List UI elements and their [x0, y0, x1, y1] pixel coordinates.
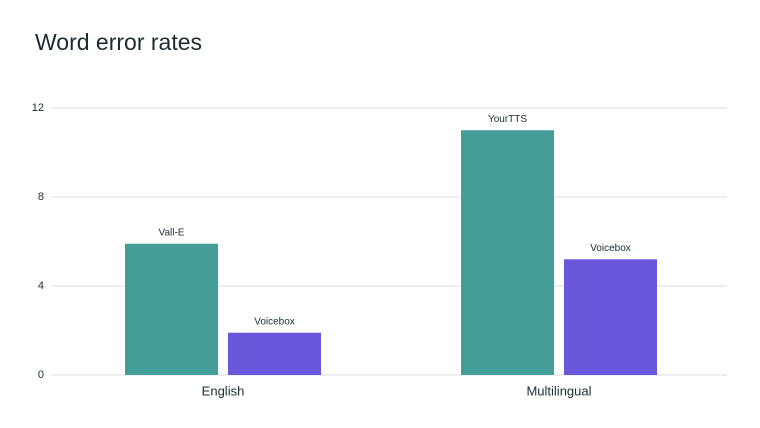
- chart-title: Word error rates: [35, 29, 202, 55]
- x-tick-label: English: [202, 383, 245, 398]
- bar: [564, 259, 657, 375]
- x-tick-label: Multilingual: [526, 383, 591, 398]
- y-tick-label: 4: [38, 280, 44, 292]
- bar-label: Voicebox: [590, 243, 631, 254]
- bar: [228, 332, 321, 375]
- y-tick-label: 12: [32, 102, 44, 114]
- bar-label: YourTTS: [488, 114, 527, 125]
- bar-label: Voicebox: [254, 316, 295, 327]
- y-tick-label: 0: [38, 369, 44, 381]
- bar-label: Vall-E: [159, 227, 185, 238]
- bar: [461, 130, 554, 375]
- y-tick-label: 8: [38, 191, 44, 203]
- bar: [125, 243, 218, 375]
